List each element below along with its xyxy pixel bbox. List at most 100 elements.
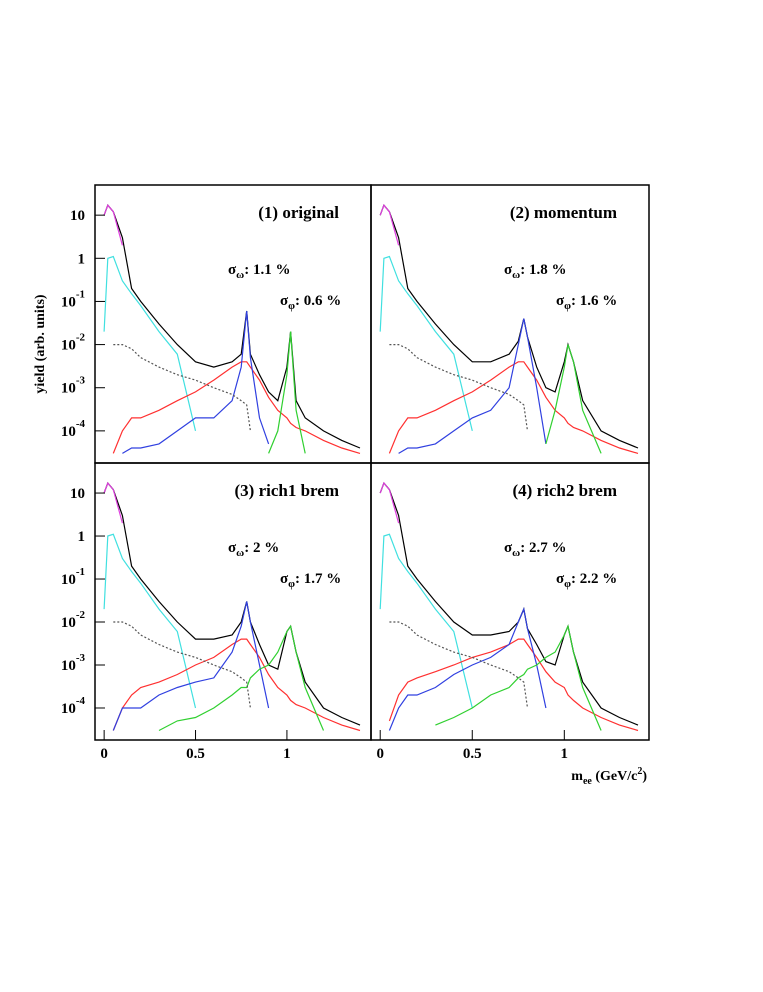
panel-title: (2) momentum [510,203,617,222]
panel-frame [94,184,372,464]
y-tick-label: 1 [78,529,86,545]
y-tick-label: 10-1 [61,566,85,588]
resolution-label: σφ: 1.7 % [280,571,341,590]
resolution-label: σω: 1.8 % [504,262,566,281]
x-title-main: m [571,769,583,784]
y-tick-label: 10-2 [61,332,86,354]
histogram-line [398,318,547,454]
histogram-line [379,481,400,524]
histogram-line [545,344,602,454]
panel [103,204,361,454]
value-text: : 1.1 % [244,262,290,278]
x-axis-title: mee (GeV/c2) [571,766,647,787]
histogram-line [112,638,361,732]
panel [103,481,361,732]
histogram-line [268,331,306,454]
resolution-label: σω: 2.7 % [504,540,566,559]
value-text: : 2.2 % [571,571,617,587]
y-tick-label: 10 [70,208,85,224]
x-title-sup: 2 [637,766,642,777]
y-tick-exponent: -4 [76,418,86,430]
subscript: φ [288,300,295,312]
resolution-label: σφ: 1.6 % [556,293,617,312]
y-tick-exponent: -2 [76,332,86,344]
histogram-line [379,481,639,726]
x-tick-label: 0 [376,746,384,762]
y-tick-label: 10-1 [61,288,85,310]
panel-title: (1) original [258,203,339,222]
y-tick-base: 1 [78,251,86,267]
panel [379,204,639,454]
histogram-line [103,255,197,432]
resolution-label: σω: 2 % [228,540,279,559]
y-tick-label: 10-4 [61,418,86,440]
y-tick-label: 10-2 [61,609,86,631]
value-text: : 0.6 % [295,293,341,309]
histogram-line [113,344,251,431]
subscript: ω [512,547,520,559]
histogram-line [158,624,325,732]
symbol: σ [280,571,289,587]
histogram-line [379,255,473,432]
subscript: ω [236,547,244,559]
y-tick-base: 10 [61,615,76,631]
histogram-line [113,621,251,709]
y-tick-base: 10 [61,424,76,440]
y-tick-label: 10-4 [61,695,86,717]
value-text: : 1.7 % [295,571,341,587]
histogram-line [112,361,361,454]
subscript: φ [564,578,571,590]
y-tick-exponent: -1 [76,288,85,300]
resolution-label: σφ: 2.2 % [556,571,617,590]
resolution-label: σφ: 0.6 % [280,293,341,312]
symbol: σ [556,571,565,587]
subscript: ω [512,269,520,281]
y-tick-exponent: -4 [76,695,86,707]
histogram-line [122,310,270,454]
panel-frame [370,184,650,464]
y-tick-base: 10 [61,701,76,717]
x-tick-label: 0.5 [463,746,482,762]
x-tick-label: 0.5 [186,746,205,762]
y-tick-base: 1 [78,529,86,545]
symbol: σ [504,540,513,556]
y-tick-base: 10 [61,572,76,588]
panel-frame [370,462,650,741]
symbol: σ [556,293,565,309]
y-tick-base: 10 [70,208,85,224]
histogram-line [112,601,270,731]
x-tick-label: 1 [283,746,291,762]
y-tick-base: 10 [61,294,76,310]
subscript: φ [564,300,571,312]
y-tick-base: 10 [61,338,76,354]
x-title-sub: ee [583,776,592,787]
y-tick-exponent: -1 [76,566,85,578]
y-tick-exponent: -3 [76,375,86,387]
y-tick-label: 10-3 [61,375,86,397]
symbol: σ [228,540,237,556]
histogram-line [379,204,639,449]
y-axis-title: yield (arb. units) [33,294,48,394]
value-text: : 1.6 % [571,293,617,309]
y-tick-label: 10-3 [61,652,86,674]
y-tick-base: 10 [70,486,85,502]
panel [379,481,639,732]
histogram-line [379,533,473,709]
histogram-line [389,344,529,431]
subscript: ω [236,269,244,281]
resolution-label: σω: 1.1 % [228,262,290,281]
x-tick-label: 1 [561,746,569,762]
histogram-line [388,607,547,731]
histogram-line [388,361,639,454]
symbol: σ [280,293,289,309]
y-tick-label: 1 [78,251,86,267]
subscript: φ [288,578,295,590]
symbol: σ [504,262,513,278]
y-tick-exponent: -3 [76,652,86,664]
histogram-line [103,481,361,726]
histogram-line [388,638,639,732]
value-text: : 1.8 % [520,262,566,278]
symbol: σ [228,262,237,278]
histogram-line [103,204,361,449]
